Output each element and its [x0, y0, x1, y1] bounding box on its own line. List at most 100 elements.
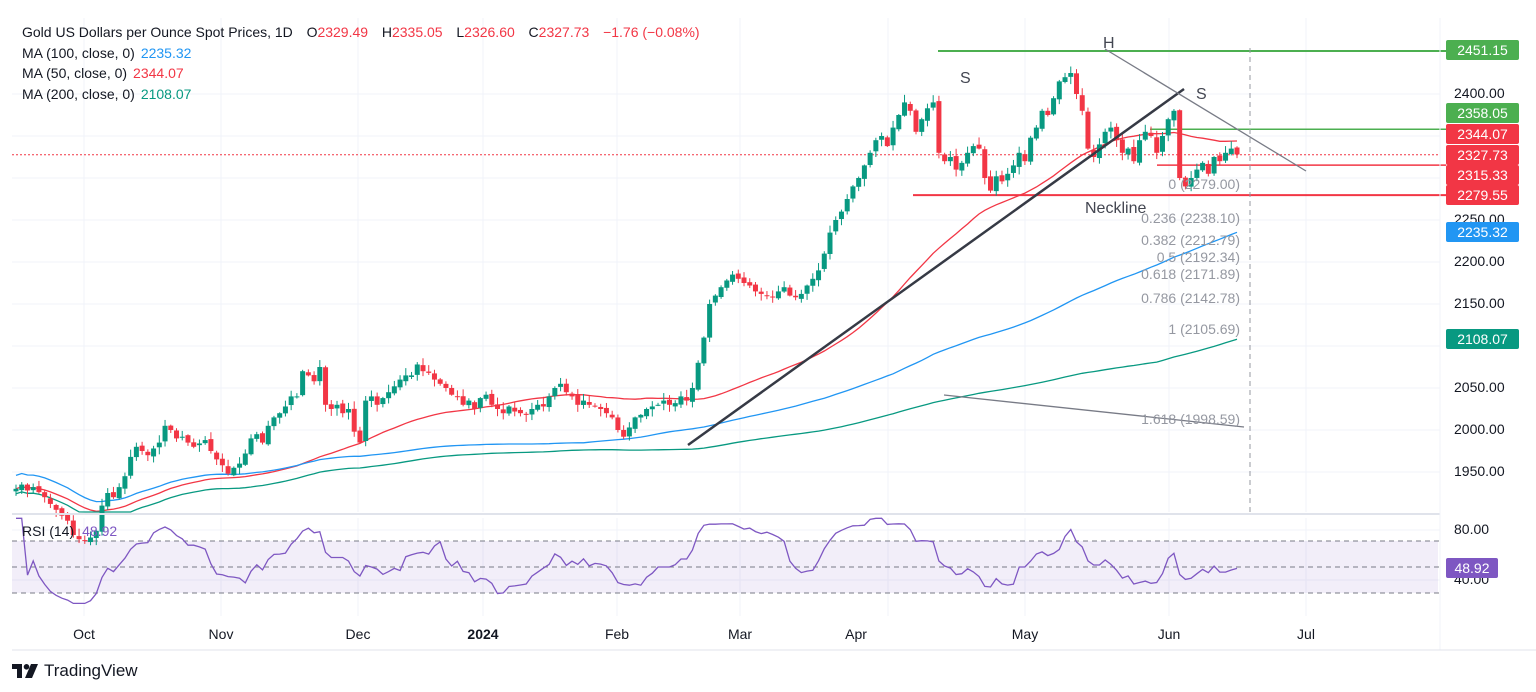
candle — [156, 435, 162, 455]
price-tag-head: 2451.15 — [1446, 40, 1519, 60]
x-tick: Nov — [208, 626, 234, 642]
candle — [99, 498, 105, 536]
candle-body — [1068, 73, 1074, 77]
candle — [317, 360, 323, 386]
candle-body — [414, 364, 420, 375]
candle-body — [1159, 136, 1165, 152]
ma200-legend[interactable]: MA (200, close, 0) 2108.07 — [22, 84, 700, 105]
candle-body — [162, 425, 168, 442]
candle — [999, 170, 1005, 185]
candle-body — [787, 287, 793, 296]
candle — [930, 95, 936, 111]
candle — [1131, 139, 1137, 164]
candle-body — [1165, 119, 1171, 136]
candle — [168, 424, 174, 434]
candle — [666, 395, 672, 412]
candle — [305, 369, 311, 377]
close-label: C — [528, 24, 539, 40]
candle — [586, 395, 592, 408]
symbol-row: Gold US Dollars per Ounce Spot Prices, 1… — [22, 22, 700, 43]
candle — [1148, 126, 1154, 138]
candle — [403, 368, 409, 386]
candle — [512, 402, 518, 417]
ma100-legend[interactable]: MA (100, close, 0) 2235.32 — [22, 43, 700, 64]
candle-body — [1188, 178, 1194, 187]
candle — [82, 535, 88, 544]
candle-body — [930, 102, 936, 108]
candle — [896, 114, 902, 132]
candle-body — [282, 406, 288, 414]
candle-body — [741, 277, 747, 283]
tradingview-logo[interactable]: TradingView — [12, 661, 138, 681]
candle-body — [988, 176, 994, 191]
y-tick: 2400.00 — [1454, 85, 1505, 101]
candle-body — [896, 115, 902, 130]
candle — [649, 401, 655, 417]
candle-body — [368, 396, 374, 401]
candle-body — [1045, 110, 1051, 115]
candle-body — [483, 394, 489, 399]
candle — [1114, 123, 1120, 147]
candle — [684, 389, 690, 406]
candle-body — [202, 440, 208, 444]
candle — [271, 415, 277, 431]
ma50-label: MA (50, close, 0) — [22, 65, 128, 81]
candle — [638, 414, 644, 423]
fib-label: 1.618 (1998.59) — [1141, 411, 1240, 427]
candle — [517, 407, 523, 417]
candle — [237, 457, 243, 475]
candle-body — [1016, 152, 1022, 167]
candle-body — [357, 430, 363, 443]
candle-body — [305, 372, 311, 376]
price-tag-right-shoulder: 2358.05 — [1446, 103, 1519, 123]
candle — [781, 281, 787, 293]
x-tick: Oct — [73, 626, 95, 642]
candle-body — [208, 439, 214, 451]
candle — [1194, 163, 1200, 182]
candle — [1108, 121, 1114, 139]
candle — [546, 393, 552, 412]
candle-body — [529, 409, 535, 415]
candle-body — [517, 409, 523, 414]
candle — [93, 529, 99, 546]
candle-body — [168, 425, 174, 430]
fib-label: 0.382 (2212.79) — [1141, 232, 1240, 248]
candle-body — [1223, 152, 1229, 161]
candle-body — [781, 287, 787, 292]
rsi-value: 48.92 — [82, 523, 118, 539]
candle-body — [466, 400, 472, 406]
rsi-legend[interactable]: RSI (14) 48.92 — [22, 523, 117, 539]
candle — [569, 391, 575, 400]
candle-body — [770, 296, 776, 298]
candle-body — [569, 393, 575, 397]
candle — [397, 375, 403, 391]
grid-lines — [12, 18, 1440, 616]
candle — [609, 410, 615, 420]
candle — [334, 400, 340, 416]
horizontal-levels — [12, 48, 1446, 512]
candle-body — [575, 394, 581, 405]
candle — [575, 389, 581, 412]
ma50-legend[interactable]: MA (50, close, 0) 2344.07 — [22, 63, 700, 84]
y-tick: 2000.00 — [1454, 421, 1505, 437]
candle — [844, 194, 850, 215]
candle — [856, 176, 862, 192]
candle-body — [902, 102, 908, 116]
candle-body — [821, 253, 827, 269]
price-tag-neckline: 2279.55 — [1446, 185, 1519, 205]
x-tick: Jun — [1157, 626, 1181, 642]
candle-body — [672, 403, 678, 407]
candle — [70, 515, 76, 538]
candle — [13, 484, 19, 496]
candle — [1137, 134, 1143, 166]
price-tag-support: 2315.33 — [1446, 165, 1519, 185]
candle-body — [1085, 111, 1091, 149]
candle — [495, 397, 501, 417]
candle — [924, 103, 930, 127]
candle-body — [1022, 154, 1028, 162]
candle — [838, 209, 844, 226]
candle — [1171, 109, 1177, 127]
candle-body — [793, 295, 799, 298]
candle — [833, 216, 839, 235]
